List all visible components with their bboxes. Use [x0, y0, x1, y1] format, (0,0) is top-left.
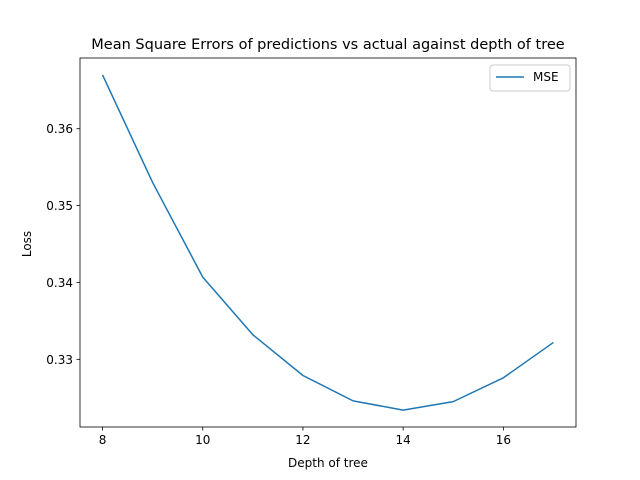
y-axis-ticks: 0.33 0.34 0.35 0.36	[46, 122, 80, 367]
series-line-mse	[101, 74, 554, 411]
plot-area	[79, 57, 577, 428]
chart-title: Mean Square Errors of predictions vs act…	[91, 37, 564, 53]
axes-frame	[79, 57, 577, 428]
x-tick-label: 14	[396, 433, 411, 447]
legend: MSE	[489, 64, 571, 92]
y-tick-label: 0.33	[46, 353, 73, 367]
y-tick-label: 0.35	[46, 199, 73, 213]
y-axis-label: Loss	[20, 231, 34, 257]
x-tick-label: 8	[99, 433, 107, 447]
y-tick-label: 0.36	[46, 122, 73, 136]
x-tick-label: 12	[295, 433, 310, 447]
y-tick-label: 0.34	[46, 276, 73, 290]
x-axis-label: Depth of tree	[288, 456, 368, 470]
x-axis-ticks: 8 10 12 14 16	[99, 427, 511, 447]
x-tick-label: 10	[195, 433, 210, 447]
x-tick-label: 16	[496, 433, 511, 447]
legend-label-mse: MSE	[533, 70, 559, 84]
legend-box	[489, 64, 571, 92]
